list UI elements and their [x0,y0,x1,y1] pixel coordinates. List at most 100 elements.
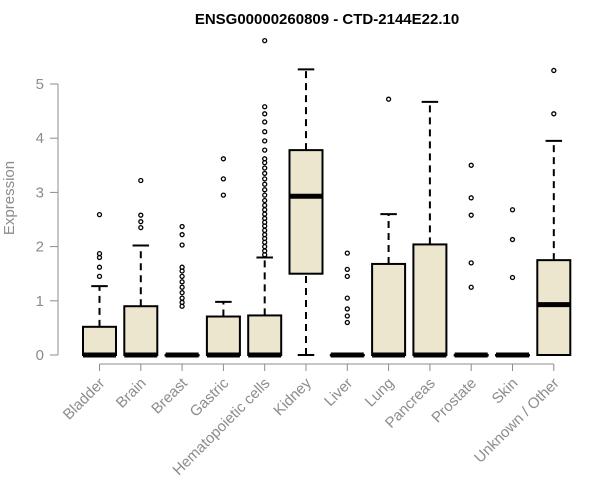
outlier-point [138,224,144,231]
y-tick-label: 0 [36,347,44,364]
outlier-point [96,211,103,218]
outlier-point [468,212,474,218]
outlier-point [179,232,185,238]
box-body [123,305,159,356]
outlier-point [262,202,268,209]
outlier-point [96,273,103,280]
outlier-point [179,273,185,280]
outlier-point [262,156,268,162]
outlier-point [179,223,185,230]
box-11 [536,67,572,356]
outlier-point [179,264,185,270]
outlier-point [551,111,557,117]
outlier-point [262,129,268,135]
outlier-point [262,243,268,250]
outlier-point [262,248,268,254]
box-body [371,262,407,356]
outlier-point [179,290,185,296]
box-body [82,325,117,357]
outlier-point [468,284,474,290]
outlier-point [262,215,268,222]
y-axis: 0 1 2 3 4 5 [36,76,59,364]
y-tick-label: 2 [36,239,44,256]
box-0 [82,211,117,358]
box-body [247,314,283,356]
outlier-point [262,165,268,171]
outlier-point [262,138,268,144]
box-6 [329,250,365,358]
box-1 [123,177,159,358]
y-axis-label: Expression [1,161,18,235]
outlier-point [509,207,516,213]
outlier-point [468,260,474,266]
y-tick-label: 5 [36,76,44,93]
box-body [288,149,324,275]
outlier-point [220,156,227,162]
outlier-point [220,176,227,182]
outlier-point [468,162,474,168]
outlier-point [179,279,185,285]
y-tick-label: 3 [36,184,44,201]
box-9 [453,162,489,358]
outlier-point [509,236,516,243]
box-body [205,315,241,357]
box-7 [371,96,407,358]
x-tick-label: Brain [113,375,150,412]
outlier-point [96,250,103,257]
chart-title: ENSG00000260809 - CTD-2144E22.10 [195,11,459,28]
outlier-point [262,147,268,153]
box-8 [412,100,448,358]
outlier-point [344,295,350,301]
outlier-point [344,319,350,326]
box-body [536,259,572,356]
x-tick-label: Liver [321,375,356,410]
x-tick-label: Bladder [60,375,109,424]
outlier-point [262,37,268,44]
outlier-point [262,170,268,177]
outlier-point [262,181,268,187]
box-4 [247,37,283,358]
outlier-point [262,192,268,198]
y-tick-label: 1 [36,293,44,310]
outlier-point [262,227,268,233]
outlier-point [262,187,268,193]
outlier-point [262,211,268,217]
box-series [82,37,572,358]
outlier-point [262,232,268,238]
outlier-point [344,266,350,273]
y-tick-label: 4 [36,130,44,147]
x-tick-label: Lung [362,375,398,411]
outlier-point [179,284,185,290]
box-body [412,243,448,357]
outlier-point [220,192,227,198]
x-tick-label: Kidney [270,374,315,419]
outlier-point [179,299,185,306]
outlier-point [385,96,392,102]
box-5 [288,68,324,356]
outlier-point [262,104,268,110]
box-3 [205,156,241,358]
x-tick-label: Prostate [428,375,480,427]
outlier-point [344,313,350,319]
x-tick-label: Skin [489,375,522,408]
outlier-point [96,264,103,270]
outlier-point [344,250,350,256]
outlier-point [262,197,268,204]
outlier-point [179,242,185,248]
outlier-point [551,67,557,74]
outlier-point [262,176,268,182]
outlier-point [138,177,144,184]
outlier-point [138,212,144,218]
x-tick-label: Breast [148,374,191,417]
box-10 [495,207,530,358]
outlier-point [179,295,185,301]
outlier-point [262,207,268,213]
outlier-point [138,219,144,225]
outlier-point [509,274,516,281]
outlier-point [468,195,474,201]
outlier-point [262,111,268,117]
outlier-point [262,119,268,125]
outlier-point [344,306,350,312]
